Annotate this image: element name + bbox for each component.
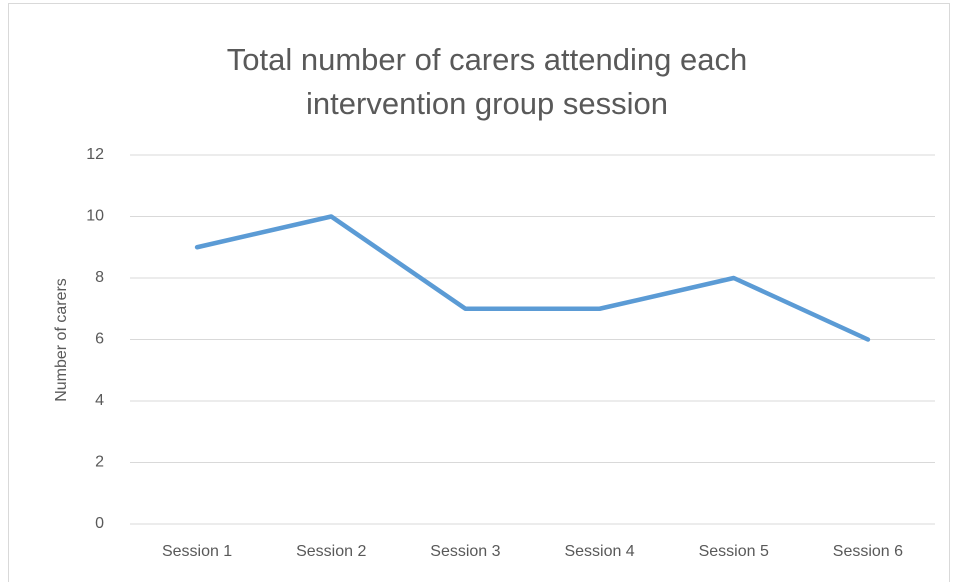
chart-title: Total number of carers attending each in… — [226, 42, 748, 121]
y-tick-label: 8 — [95, 269, 104, 286]
y-tick-label: 12 — [86, 146, 104, 163]
x-tick-label: Session 5 — [699, 543, 769, 560]
x-tick-label: Session 3 — [430, 543, 500, 560]
y-axis-label: Number of carers — [53, 278, 70, 402]
x-tick-label: Session 6 — [833, 543, 903, 560]
x-tick-label: Session 2 — [296, 543, 366, 560]
y-tick-label: 6 — [95, 331, 104, 348]
y-tick-label: 10 — [86, 208, 104, 225]
chart-border — [8, 3, 950, 582]
y-tick-label: 0 — [95, 515, 104, 532]
x-tick-label: Session 1 — [162, 543, 232, 560]
x-tick-label: Session 4 — [564, 543, 634, 560]
y-tick-label: 2 — [95, 454, 104, 471]
data-line — [194, 214, 871, 342]
y-tick-label: 4 — [95, 392, 104, 409]
